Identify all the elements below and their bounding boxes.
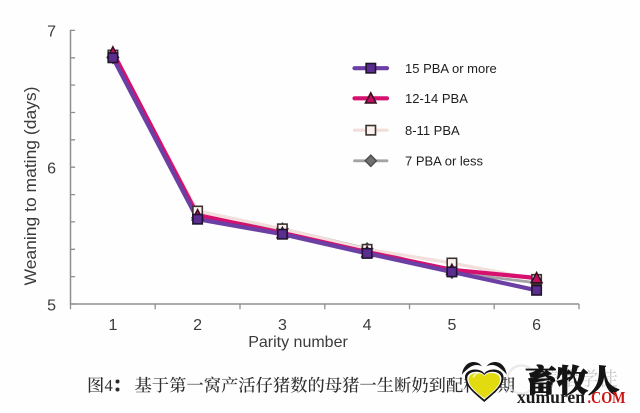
svg-text:6: 6: [532, 317, 541, 334]
svg-text:4: 4: [363, 317, 372, 334]
svg-text:1: 1: [108, 317, 117, 334]
svg-text:5: 5: [447, 317, 456, 334]
svg-text:Weaning to mating (days): Weaning to mating (days): [21, 87, 40, 286]
svg-text:xumuren: xumuren: [517, 387, 585, 407]
svg-text:3: 3: [278, 317, 287, 334]
svg-text:5: 5: [47, 297, 56, 314]
svg-text:7 PBA or less: 7 PBA or less: [405, 154, 484, 169]
svg-text:6: 6: [47, 161, 56, 178]
svg-text:8-11 PBA: 8-11 PBA: [405, 123, 460, 138]
svg-text:15 PBA or more: 15 PBA or more: [405, 61, 497, 76]
svg-text:2: 2: [193, 317, 202, 334]
svg-text:7: 7: [47, 24, 56, 41]
svg-text:4: 4: [105, 376, 113, 395]
svg-text:12-14 PBA: 12-14 PBA: [405, 91, 468, 106]
svg-text:Parity number: Parity number: [248, 334, 348, 351]
svg-text:.COM: .COM: [588, 388, 626, 407]
